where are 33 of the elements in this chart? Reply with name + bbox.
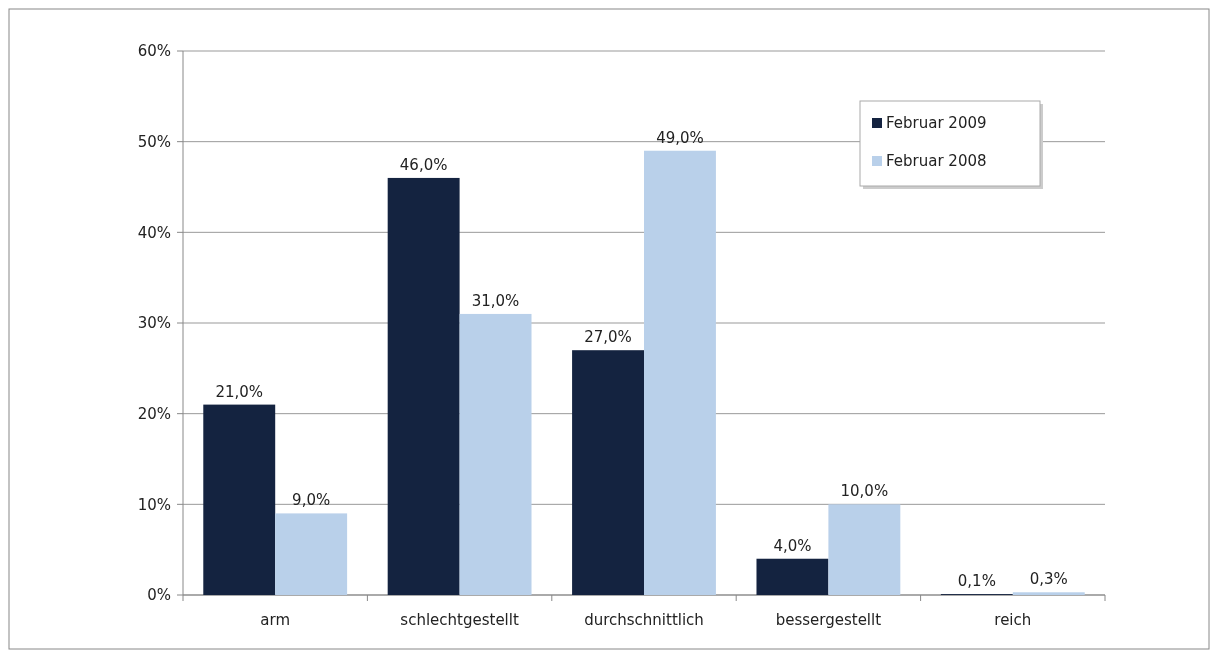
data-label: 31,0% <box>471 291 520 310</box>
data-label: 0,1% <box>957 572 996 591</box>
y-tick-label: 40% <box>137 223 171 242</box>
data-label: 49,0% <box>656 128 704 147</box>
y-tick-label: 10% <box>137 495 171 514</box>
bar <box>756 558 829 595</box>
bar <box>387 177 460 595</box>
x-tick-label: reich <box>994 611 1032 629</box>
y-tick-label: 30% <box>137 314 171 333</box>
y-tick-label: 0% <box>147 586 171 605</box>
y-tick-label: 50% <box>137 132 171 151</box>
data-label: 0,3% <box>1029 570 1068 589</box>
y-tick-label: 20% <box>137 404 171 423</box>
bar <box>572 350 644 595</box>
bar <box>203 404 276 595</box>
legend-label: Februar 2008 <box>886 152 987 171</box>
data-label: 21,0% <box>215 382 264 401</box>
x-tick-label: arm <box>260 611 291 629</box>
y-tick-label: 60% <box>137 42 171 61</box>
data-label: 4,0% <box>773 536 812 555</box>
x-tick-label: bessergestellt <box>775 611 882 629</box>
data-label: 9,0% <box>292 491 331 510</box>
bar <box>644 150 716 595</box>
bar <box>1012 592 1085 595</box>
bar <box>275 513 348 595</box>
bar <box>459 313 532 595</box>
data-label: 27,0% <box>584 328 632 347</box>
data-label: 10,0% <box>840 482 889 501</box>
x-tick-label: schlechtgestellt <box>400 611 519 629</box>
x-tick-label: durchschnittlich <box>584 611 704 629</box>
legend-label: Februar 2009 <box>886 114 987 133</box>
data-label: 46,0% <box>399 155 448 174</box>
bar <box>828 504 901 595</box>
